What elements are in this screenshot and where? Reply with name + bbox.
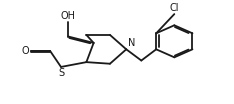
Text: Cl: Cl: [170, 3, 179, 13]
Text: O: O: [21, 46, 29, 56]
Text: OH: OH: [61, 11, 76, 21]
Text: N: N: [128, 38, 136, 48]
Text: S: S: [58, 68, 64, 78]
